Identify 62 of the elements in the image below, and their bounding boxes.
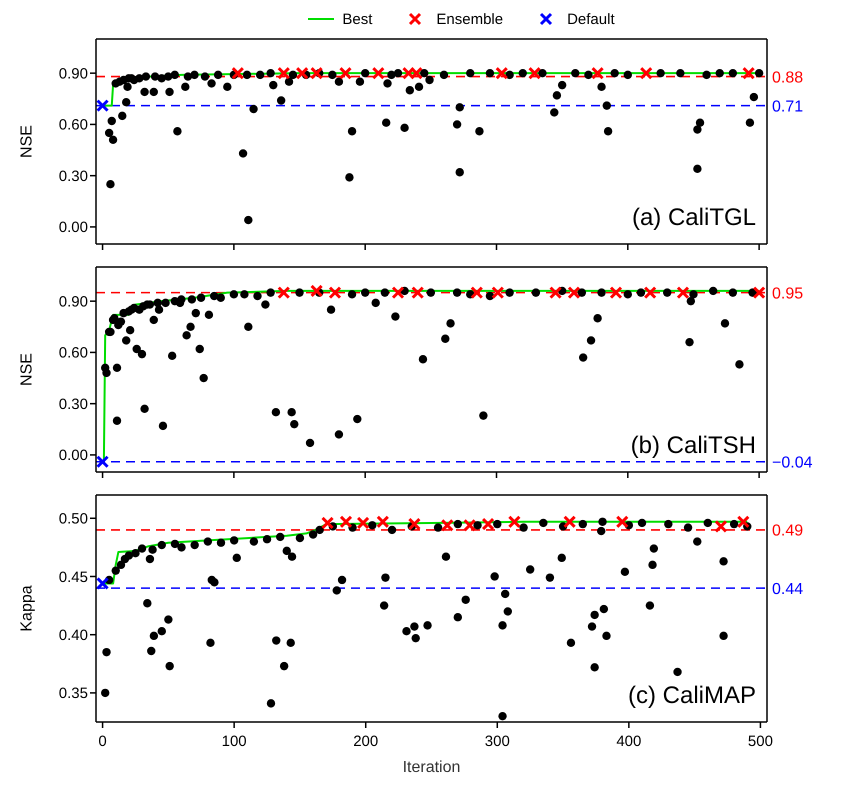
- point: [96, 455, 110, 468]
- y-tick-label: 0.30: [58, 168, 88, 185]
- point: [676, 286, 690, 300]
- x-tick-label: 0: [98, 733, 107, 750]
- point: [752, 286, 766, 300]
- y-tick-label: 0.00: [58, 447, 88, 464]
- annotation: (c) CaliMAP: [628, 682, 756, 710]
- point: [549, 286, 562, 300]
- point: [408, 518, 421, 531]
- point: [96, 576, 110, 590]
- annotation: (b) CaliTSH: [630, 432, 756, 460]
- point: [392, 286, 405, 300]
- x-tick-label: 500: [748, 733, 773, 750]
- ref-line-label: 0.71: [772, 98, 804, 116]
- y-tick-label: 0.40: [58, 627, 88, 644]
- y-axis-title: NSE: [18, 125, 36, 158]
- ref-line-label: 0.49: [772, 522, 804, 540]
- y-axis-title: NSE: [18, 353, 36, 386]
- y-tick-label: 0.90: [58, 65, 88, 82]
- y-tick-label: 0.50: [58, 510, 88, 528]
- point: [463, 518, 476, 532]
- x-axis-title: Iteration: [402, 759, 460, 776]
- x-tick-label: 400: [616, 733, 642, 750]
- y-axis-title: Kappa: [18, 585, 36, 632]
- x-tick-label: 300: [484, 733, 510, 750]
- y-tick-label: 0.60: [58, 344, 88, 362]
- ref-line-label: 0.88: [772, 69, 804, 86]
- y-tick-label: 0.30: [58, 396, 88, 413]
- point: [567, 286, 580, 300]
- ref-line-label: 0.44: [772, 580, 804, 598]
- point: [482, 518, 495, 531]
- legend-label: Best: [342, 10, 372, 28]
- y-tick-label: 0.45: [58, 568, 88, 586]
- point: [376, 515, 390, 528]
- legend-label: Default: [567, 10, 615, 28]
- point: [470, 286, 484, 300]
- x-tick-label: 100: [222, 733, 247, 750]
- x-tick-label: 200: [353, 733, 378, 750]
- ref-line-label: 0.95: [772, 285, 804, 302]
- y-tick-label: 0.00: [58, 219, 88, 236]
- point: [508, 515, 521, 528]
- y-tick-label: 0.60: [58, 116, 88, 134]
- point: [491, 286, 504, 300]
- y-tick-label: 0.90: [58, 293, 88, 310]
- point: [356, 516, 370, 530]
- point: [411, 286, 424, 300]
- ref-line-label: −0.04: [772, 454, 813, 472]
- point: [616, 515, 629, 528]
- point: [440, 518, 454, 532]
- legend-label: Ensemble: [436, 10, 504, 28]
- point: [321, 516, 334, 530]
- point: [644, 286, 657, 300]
- point: [736, 515, 750, 528]
- point: [339, 515, 352, 528]
- point: [609, 286, 622, 300]
- point: [310, 284, 324, 298]
- point: [563, 515, 576, 528]
- point: [277, 286, 290, 300]
- annotation: (a) CaliTGL: [632, 204, 756, 232]
- y-tick-label: 0.35: [58, 685, 88, 702]
- point: [328, 286, 342, 300]
- point: [714, 520, 728, 533]
